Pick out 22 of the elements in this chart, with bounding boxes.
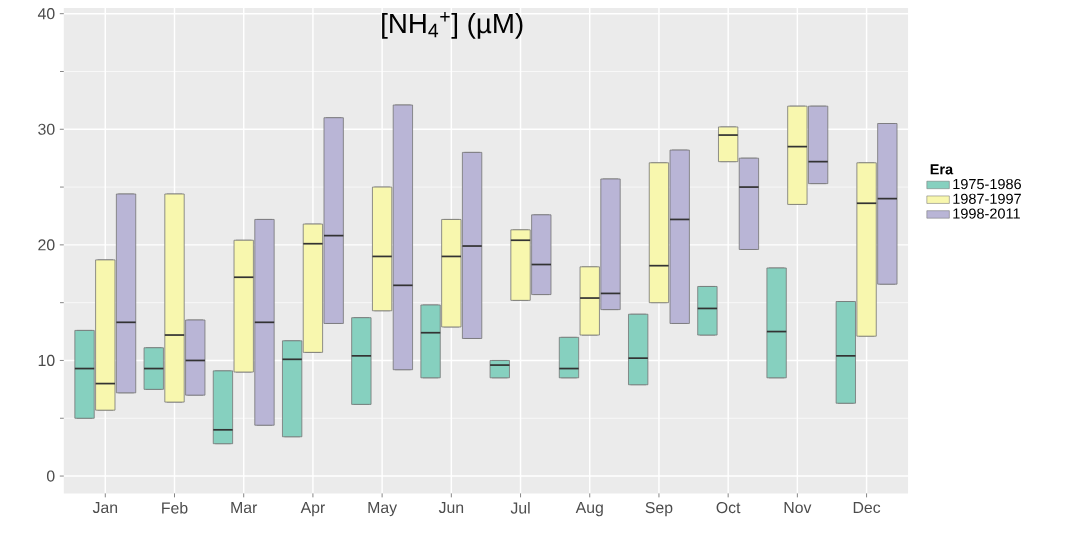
x-tick-label: Dec [853, 502, 881, 514]
x-tick-label: Nov [784, 502, 812, 514]
x-tick-label: May [368, 502, 398, 517]
y-tick-label: 0 [46, 470, 55, 482]
x-tick-label: Mar [231, 502, 258, 514]
y-tick-label: 10 [38, 354, 55, 367]
x-tick-label: Aug [575, 502, 603, 517]
x-tick-label: Oct [716, 502, 741, 514]
y-tick-label: 40 [37, 8, 55, 20]
x-tick-label: Sep [645, 502, 673, 517]
x-tick-label: Feb [162, 502, 188, 514]
legend-label: 1987-1997 [953, 193, 1021, 204]
x-tick-label: Jan [92, 502, 118, 514]
y-tick-label: 30 [38, 123, 55, 135]
legend-label: 1975-1986 [953, 178, 1021, 190]
y-tick-label: 20 [38, 239, 55, 251]
chart-title: [NH$_{4}$$^{+}$] (µM) [382, 11, 523, 39]
x-tick-label: Jun [438, 502, 464, 514]
x-tick-label: Apr [300, 502, 325, 517]
legend-label: 1998-2011 [953, 208, 1020, 219]
legend-title: Era [930, 164, 954, 175]
x-tick-label: Jul [510, 502, 530, 514]
